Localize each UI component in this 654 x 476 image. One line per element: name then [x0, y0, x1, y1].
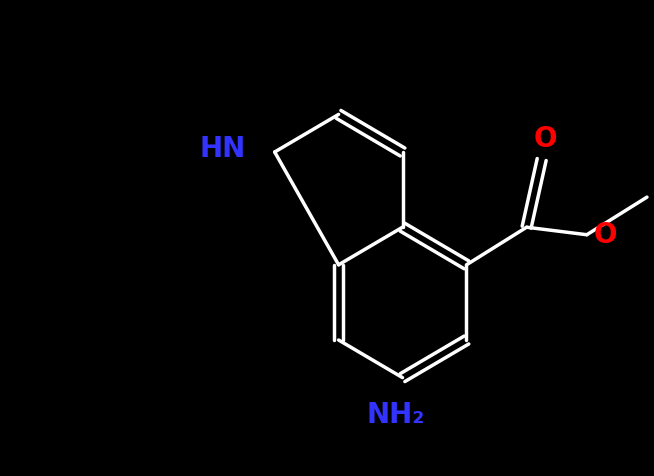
Text: HN: HN: [199, 135, 245, 163]
Text: O: O: [533, 125, 557, 153]
Text: NH₂: NH₂: [367, 400, 425, 428]
Text: O: O: [593, 221, 617, 249]
